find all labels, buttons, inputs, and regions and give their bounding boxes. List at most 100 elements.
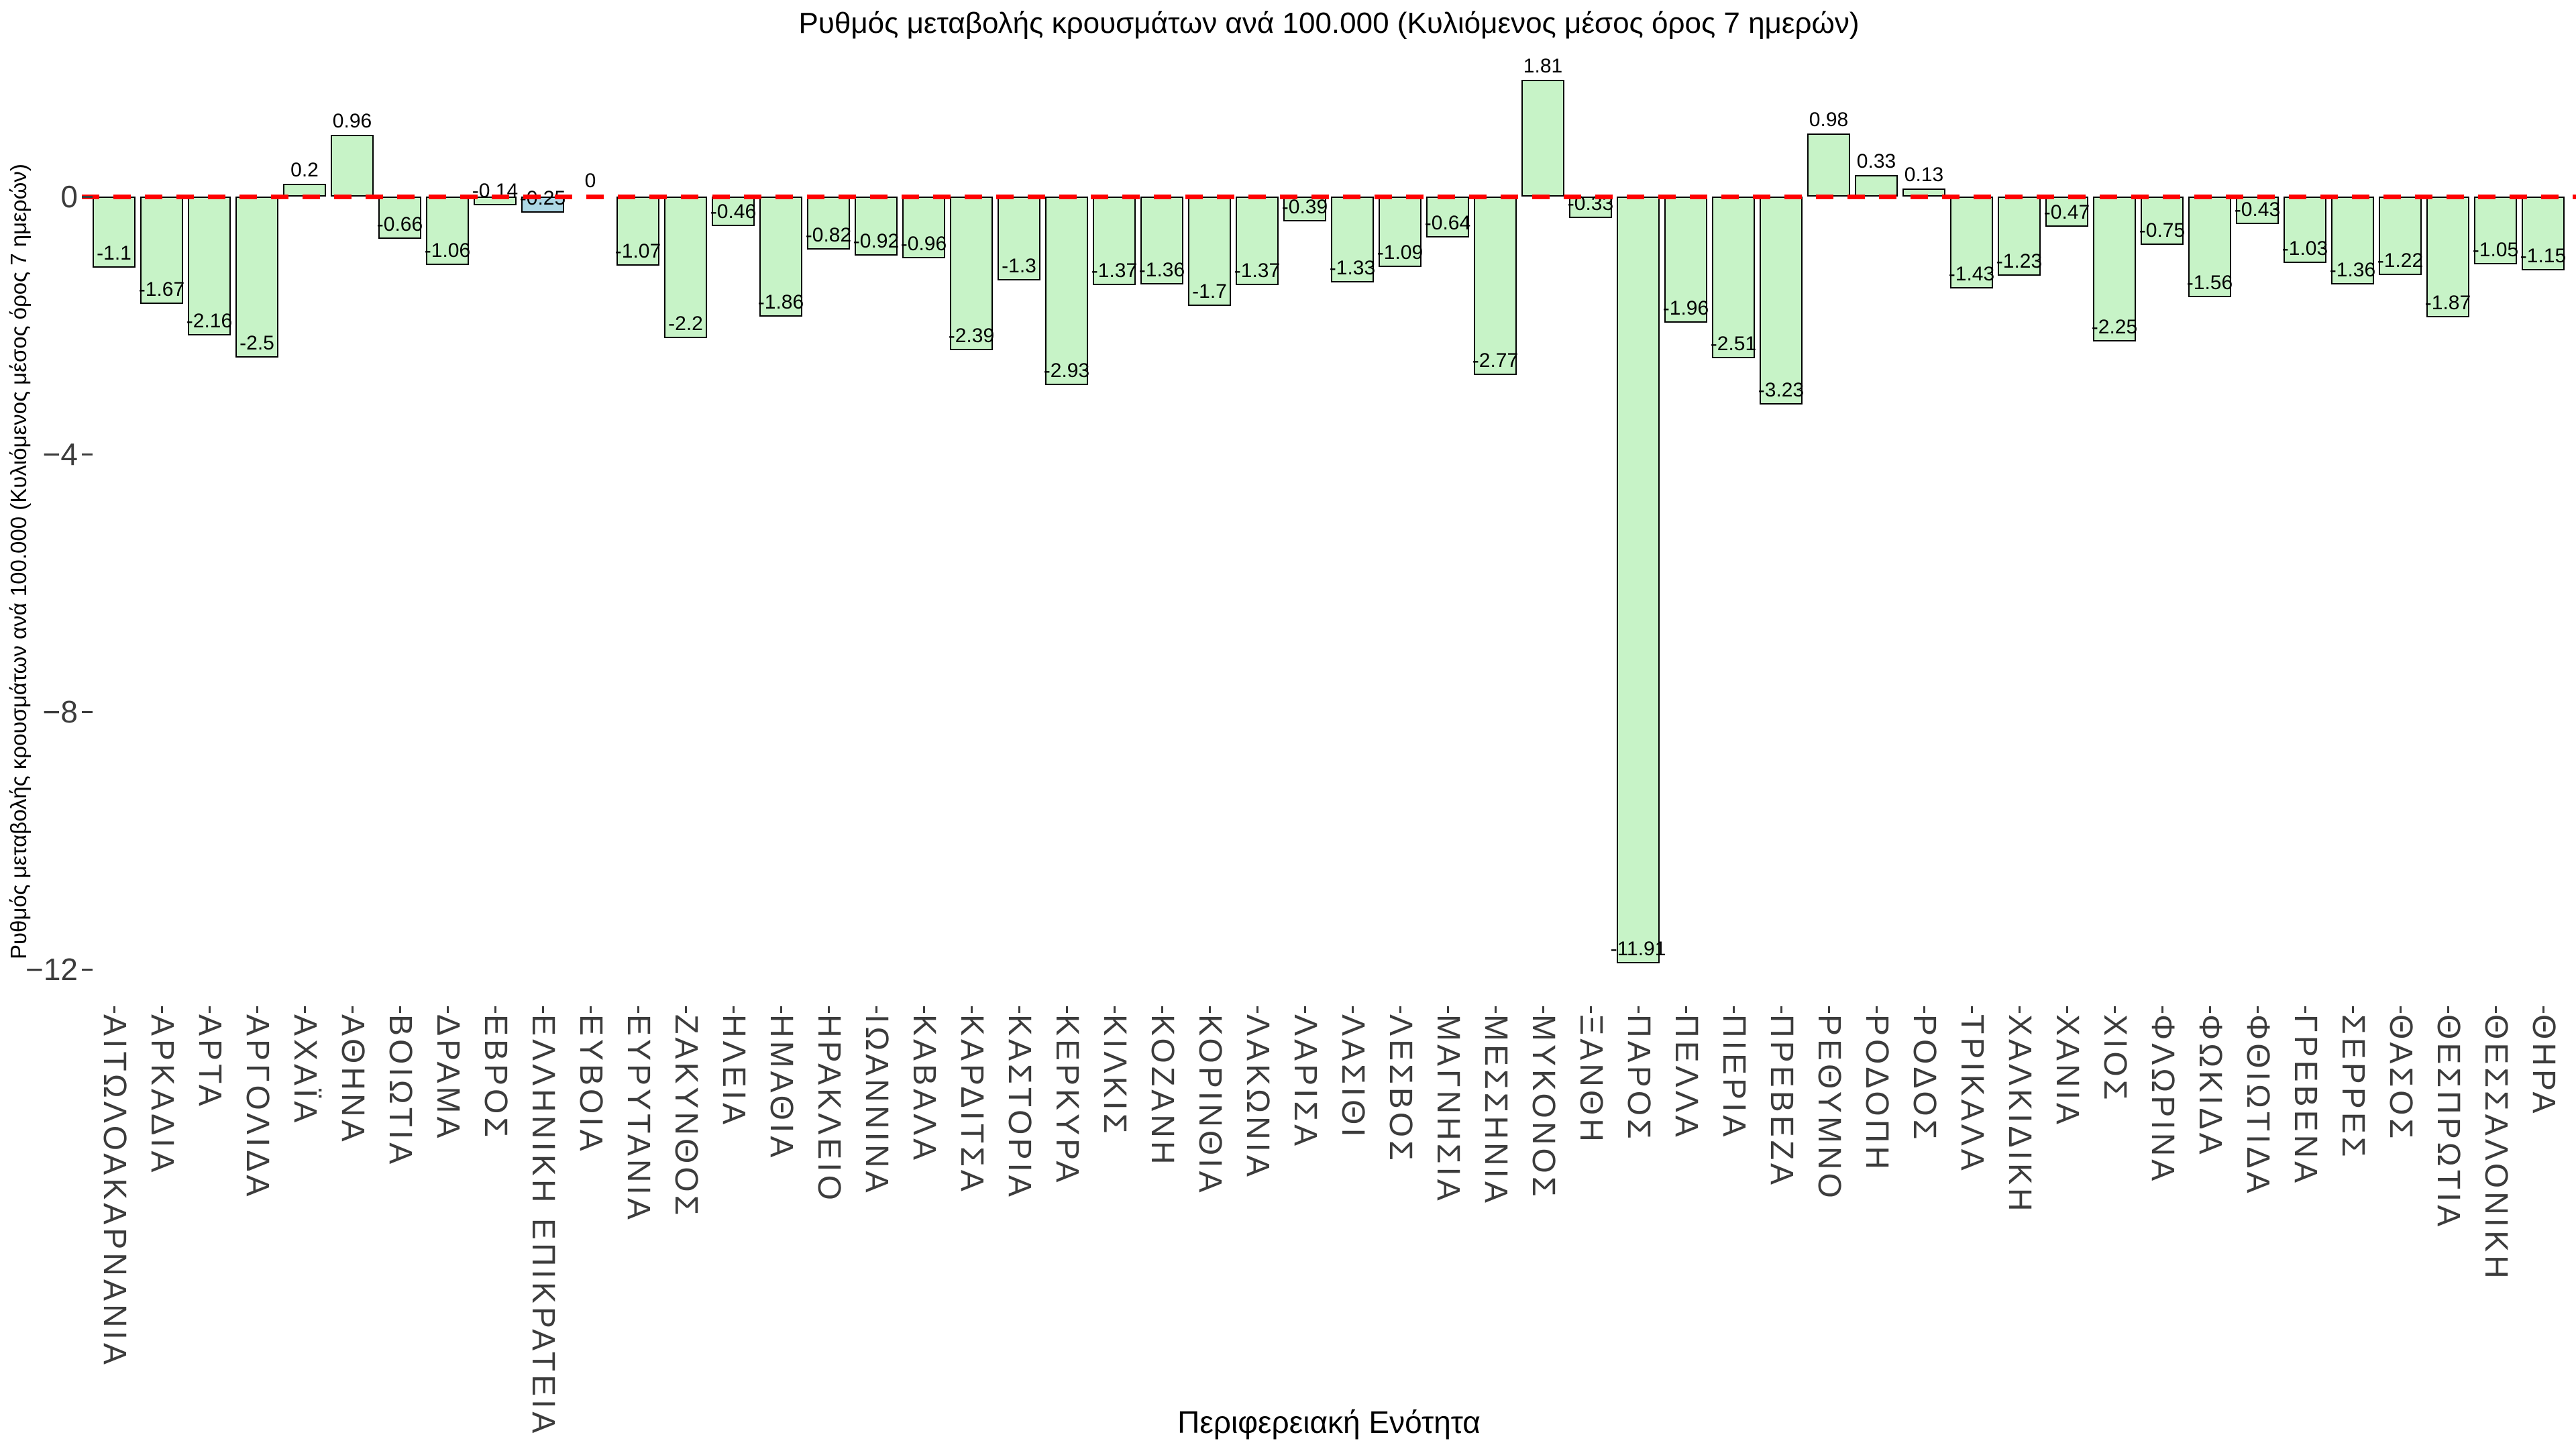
x-tick-label: ΚΟΖΑΝΗ xyxy=(1144,1014,1180,1168)
bar xyxy=(2284,197,2326,263)
bar-value-label: -0.96 xyxy=(900,233,947,256)
bar-value-label: -2.5 xyxy=(239,332,274,354)
bar xyxy=(1426,197,1469,238)
bar xyxy=(140,197,183,305)
bar-value-label: -0.64 xyxy=(1424,212,1471,235)
bar-value-label: -1.07 xyxy=(614,239,661,262)
x-tick-mark xyxy=(590,1006,592,1013)
bar-value-label: -1.3 xyxy=(1002,254,1036,277)
bar-value-label: -11.91 xyxy=(1610,938,1666,961)
bar xyxy=(1807,133,1850,197)
x-tick-mark xyxy=(447,1006,449,1013)
bar-value-label: -1.06 xyxy=(424,239,471,262)
bar-value-label: -1.7 xyxy=(1192,280,1227,303)
y-tick-mark xyxy=(82,969,93,971)
x-tick-mark xyxy=(733,1006,735,1013)
bar-value-label: -2.2 xyxy=(668,313,703,335)
x-tick-mark xyxy=(542,1006,544,1013)
bar-value-label: 0.96 xyxy=(332,109,372,132)
x-tick-label: ΠΙΕΡΙΑ xyxy=(1716,1014,1752,1140)
bar-value-label: -1.86 xyxy=(757,290,804,313)
bar xyxy=(998,197,1040,280)
bar xyxy=(2045,197,2088,227)
x-tick-label: ΑΘΗΝΑ xyxy=(335,1014,370,1145)
bar-value-label: -2.25 xyxy=(2091,316,2138,338)
bar-value-label: -1.96 xyxy=(1662,297,1709,320)
y-tick-mark xyxy=(82,453,93,455)
bar-value-label: -1.23 xyxy=(1996,250,2043,273)
bar-value-label: -1.87 xyxy=(2424,291,2471,314)
bar xyxy=(331,134,374,197)
x-tick-mark xyxy=(1161,1006,1163,1013)
bar-value-label: -1.37 xyxy=(1091,259,1138,282)
bar-value-label: -0.47 xyxy=(2043,201,2090,224)
bar-value-label: -1.03 xyxy=(2282,237,2328,260)
x-tick-mark xyxy=(685,1006,687,1013)
x-tick-label: ΞΑΝΘΗ xyxy=(1573,1014,1609,1145)
bar xyxy=(616,197,659,266)
bar xyxy=(1617,197,1660,964)
x-tick-mark xyxy=(2209,1006,2211,1013)
x-tick-label: ΦΩΚΙΔΑ xyxy=(2192,1014,2228,1158)
bar xyxy=(1474,197,1517,375)
x-tick-label: ΠΑΡΟΣ xyxy=(1621,1014,1656,1142)
x-tick-label: ΜΑΓΝΗΣΙΑ xyxy=(1430,1014,1466,1204)
bar-value-label: 1.81 xyxy=(1523,55,1563,78)
x-axis-title: Περιφερειακή Ενότητα xyxy=(1177,1405,1481,1440)
x-tick-label: ΚΟΡΙΝΘΙΑ xyxy=(1192,1014,1228,1196)
x-tick-label: ΗΛΕΙΑ xyxy=(716,1014,751,1128)
x-tick-mark xyxy=(780,1006,782,1013)
x-tick-label: ΙΩΑΝΝΙΝΑ xyxy=(859,1014,894,1196)
bar-value-label: -0.92 xyxy=(853,230,900,253)
x-tick-mark xyxy=(113,1006,115,1013)
x-tick-label: ΔΡΑΜΑ xyxy=(430,1014,466,1142)
x-tick-mark xyxy=(2161,1006,2163,1013)
bar xyxy=(1093,197,1136,285)
x-tick-mark xyxy=(1780,1006,1782,1013)
x-tick-mark xyxy=(1352,1006,1354,1013)
bar-value-label: -2.39 xyxy=(948,325,995,347)
x-tick-mark xyxy=(1018,1006,1020,1013)
bar-value-label: 0.13 xyxy=(1904,163,1944,186)
bar xyxy=(712,197,755,227)
x-tick-mark xyxy=(637,1006,639,1013)
x-tick-label: ΗΜΑΘΙΑ xyxy=(763,1014,799,1161)
bar xyxy=(1950,197,1993,289)
x-tick-label: ΑΙΤΩΛΟΑΚΑΡΝΑΝΙΑ xyxy=(97,1014,132,1368)
bar-value-label: -1.1 xyxy=(97,241,131,264)
x-tick-mark xyxy=(1066,1006,1068,1013)
x-tick-label: ΛΑΚΩΝΙΑ xyxy=(1240,1014,1275,1180)
bar xyxy=(1521,80,1564,197)
x-tick-label: ΜΕΣΣΗΝΙΑ xyxy=(1478,1014,1513,1207)
x-tick-label: ΤΡΙΚΑΛΑ xyxy=(1954,1014,1990,1174)
x-tick-mark xyxy=(1733,1006,1735,1013)
x-tick-label: ΡΕΘΥΜΝΟ xyxy=(1811,1014,1847,1201)
x-tick-mark xyxy=(1923,1006,1925,1013)
bar-value-label: -0.43 xyxy=(2234,199,2281,221)
bar xyxy=(2141,197,2184,245)
x-tick-label: ΧΑΝΙΑ xyxy=(2049,1014,2085,1128)
x-tick-label: ΣΕΡΡΕΣ xyxy=(2335,1014,2371,1161)
bar xyxy=(1140,197,1183,284)
x-tick-label: ΑΡΓΟΛΙΔΑ xyxy=(239,1014,275,1200)
bar-value-label: -1.36 xyxy=(2329,258,2376,281)
x-tick-mark xyxy=(1209,1006,1211,1013)
x-tick-mark xyxy=(2304,1006,2306,1013)
bar xyxy=(1712,197,1755,358)
y-tick-label: 0 xyxy=(60,179,78,214)
bar xyxy=(426,197,469,265)
x-tick-mark xyxy=(1304,1006,1306,1013)
y-tick-label: −12 xyxy=(25,952,78,987)
x-tick-mark xyxy=(2066,1006,2068,1013)
x-tick-label: ΜΥΚΟΝΟΣ xyxy=(1525,1014,1561,1200)
x-tick-label: ΚΕΡΚΥΡΑ xyxy=(1049,1014,1085,1186)
x-tick-label: ΧΑΛΚΙΔΙΚΗ xyxy=(2002,1014,2037,1215)
bar xyxy=(1760,197,1803,405)
x-tick-label: ΑΡΚΑΔΙΑ xyxy=(144,1014,180,1176)
bar xyxy=(2188,197,2231,297)
bar-value-label: -1.56 xyxy=(2186,271,2233,294)
x-tick-label: ΗΡΑΚΛΕΙΟ xyxy=(811,1014,847,1203)
x-tick-mark xyxy=(2400,1006,2402,1013)
y-tick-mark xyxy=(82,711,93,713)
